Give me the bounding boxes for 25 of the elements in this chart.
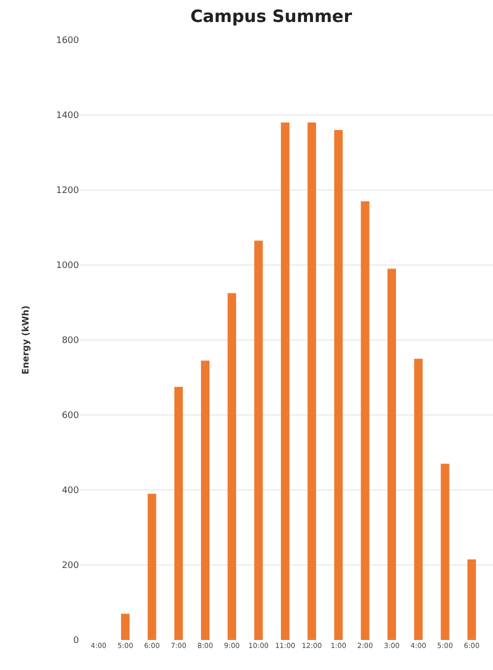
bar (280, 122, 290, 640)
y-tick-label: 800 (62, 336, 80, 346)
y-tick-label: 400 (62, 486, 80, 496)
bar (467, 559, 476, 640)
y-tick-label: 1600 (56, 36, 80, 46)
y-tick-label: 1200 (56, 186, 80, 196)
y-tick-label: 200 (62, 561, 80, 572)
y-tick-label: 600 (62, 411, 80, 422)
bar (174, 386, 183, 640)
bar (308, 122, 316, 640)
bar (440, 464, 450, 640)
bar (334, 130, 343, 640)
y-tick-label: 1400 (56, 111, 80, 122)
bar (228, 293, 236, 640)
bar (121, 614, 130, 640)
chart-title: Campus Summer (190, 6, 353, 27)
y-axis-title: Energy (kWh) (21, 305, 32, 375)
bar (254, 240, 263, 640)
bar (414, 358, 423, 640)
bar (148, 494, 156, 640)
y-tick-label: 1000 (56, 261, 80, 272)
bar (360, 201, 370, 640)
bar (387, 268, 396, 640)
y-tick-label: 0 (73, 636, 80, 646)
bar (200, 360, 210, 640)
